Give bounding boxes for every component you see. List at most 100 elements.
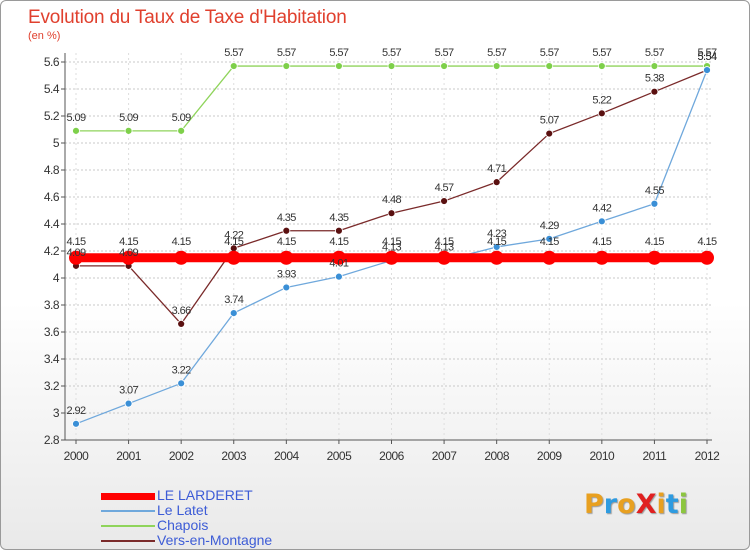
- data-point-le-latet: [177, 379, 186, 388]
- data-label-chapois: 5.57: [697, 47, 716, 59]
- data-point-le-larderet: [226, 250, 241, 265]
- data-label-chapois: 5.57: [540, 47, 559, 59]
- data-label-vers-en-montagne: 4.35: [329, 212, 348, 224]
- y-tick-label: 5.4: [44, 82, 60, 96]
- data-label-le-larderet: 4.15: [224, 236, 243, 248]
- logo-letter: t: [665, 489, 679, 520]
- data-label-vers-en-montagne: 3.66: [172, 305, 191, 317]
- legend-label: Chapois: [157, 517, 209, 533]
- data-label-le-latet: 3.07: [119, 385, 138, 397]
- x-tick-label: 2007: [432, 449, 458, 463]
- data-point-vers-en-montagne: [387, 209, 396, 218]
- data-point-le-latet: [335, 272, 343, 281]
- legend-swatch: [101, 540, 155, 542]
- data-label-le-latet: 4.01: [329, 258, 348, 270]
- data-label-le-larderet: 4.15: [119, 236, 138, 248]
- data-label-chapois: 5.09: [172, 112, 191, 124]
- data-point-chapois: [177, 126, 186, 135]
- legend-swatch: [101, 525, 155, 527]
- data-label-le-larderet: 4.15: [435, 236, 454, 248]
- y-tick-label: 5: [53, 136, 60, 150]
- x-tick-label: 2005: [327, 449, 353, 463]
- legend-swatch: [101, 492, 155, 500]
- data-label-vers-en-montagne: 4.71: [487, 163, 506, 175]
- y-tick-label: 2.8: [44, 433, 60, 447]
- x-tick-label: 2012: [695, 449, 721, 463]
- x-tick-label: 2004: [274, 449, 300, 463]
- data-point-le-latet: [124, 399, 133, 408]
- data-label-chapois: 5.57: [224, 47, 243, 59]
- data-point-le-latet: [545, 234, 554, 243]
- legend-label: Le Latet: [157, 502, 208, 518]
- data-point-le-latet: [282, 283, 291, 292]
- y-tick-label: 5.2: [44, 109, 60, 123]
- data-label-le-latet: 3.93: [277, 268, 296, 280]
- data-label-vers-en-montagne: 5.07: [540, 115, 559, 127]
- legend-label: Vers-en-Montagne: [157, 532, 273, 548]
- data-label-chapois: 5.57: [329, 47, 348, 59]
- legend-swatch: [101, 510, 155, 512]
- x-tick-label: 2003: [221, 449, 247, 463]
- data-label-vers-en-montagne: 4.48: [382, 194, 401, 206]
- data-label-le-larderet: 4.15: [277, 236, 296, 248]
- data-point-le-larderet: [174, 250, 189, 265]
- data-label-vers-en-montagne: 4.22: [224, 229, 243, 241]
- x-tick-label: 2010: [589, 449, 615, 463]
- y-tick-label: 5.6: [44, 55, 60, 69]
- data-label-le-latet: 5.54: [697, 51, 716, 63]
- data-point-le-larderet: [331, 250, 346, 265]
- data-label-chapois: 5.57: [645, 47, 664, 59]
- data-label-chapois: 5.09: [119, 112, 138, 124]
- chart-unit-label: (en %): [28, 30, 61, 42]
- data-point-le-larderet: [69, 250, 83, 265]
- data-point-le-latet: [703, 66, 711, 74]
- data-point-le-larderet: [121, 250, 136, 265]
- data-label-le-larderet: 4.15: [697, 236, 716, 248]
- data-label-le-larderet: 4.15: [382, 236, 401, 248]
- data-point-vers-en-montagne: [177, 319, 186, 328]
- x-tick-label: 2002: [169, 449, 195, 463]
- data-point-le-larderet: [647, 250, 662, 265]
- data-point-le-larderet: [279, 250, 294, 265]
- data-point-le-larderet: [489, 250, 504, 265]
- x-tick-label: 2009: [537, 449, 563, 463]
- data-label-le-larderet: 4.15: [329, 236, 348, 248]
- data-label-le-larderet: 4.15: [645, 236, 664, 248]
- data-label-vers-en-montagne: 4.57: [435, 182, 454, 194]
- data-point-le-latet: [229, 309, 238, 318]
- data-point-vers-en-montagne: [335, 226, 343, 235]
- x-tick-label: 2008: [484, 449, 510, 463]
- data-label-le-latet: 4.55: [645, 185, 664, 197]
- logo-letter: o: [617, 489, 636, 520]
- data-point-chapois: [597, 62, 606, 70]
- data-point-vers-en-montagne: [545, 129, 554, 138]
- logo-letter: i: [656, 489, 666, 520]
- data-point-le-larderet: [384, 250, 399, 265]
- y-tick-label: 3.8: [44, 298, 60, 312]
- y-tick-label: 3.6: [44, 325, 60, 339]
- y-tick-label: 3: [53, 406, 60, 420]
- y-tick-label: 4.4: [44, 217, 60, 231]
- data-label-chapois: 5.57: [277, 47, 296, 59]
- data-label-vers-en-montagne: 4.09: [119, 247, 138, 259]
- data-point-le-larderet: [594, 250, 609, 265]
- proxiti-logo: ProXiti: [584, 489, 688, 520]
- data-point-chapois: [229, 62, 238, 70]
- data-label-chapois: 5.57: [382, 47, 401, 59]
- logo-letter: X: [635, 489, 657, 520]
- data-point-le-latet: [597, 217, 606, 226]
- data-label-le-latet: 4.29: [540, 220, 559, 232]
- logo-letter: r: [603, 489, 618, 520]
- data-label-le-larderet: 4.15: [540, 236, 559, 248]
- data-label-vers-en-montagne: 4.35: [277, 212, 296, 224]
- data-label-le-latet: 2.92: [66, 405, 85, 417]
- x-tick-label: 2006: [379, 449, 405, 463]
- data-point-vers-en-montagne: [440, 197, 448, 205]
- data-point-vers-en-montagne: [650, 87, 659, 96]
- data-point-chapois: [72, 126, 80, 135]
- data-label-le-larderet: 4.15: [172, 236, 191, 248]
- data-point-vers-en-montagne: [282, 226, 291, 235]
- data-label-le-latet: 4.42: [592, 202, 611, 214]
- data-label-vers-en-montagne: 4.09: [66, 247, 85, 259]
